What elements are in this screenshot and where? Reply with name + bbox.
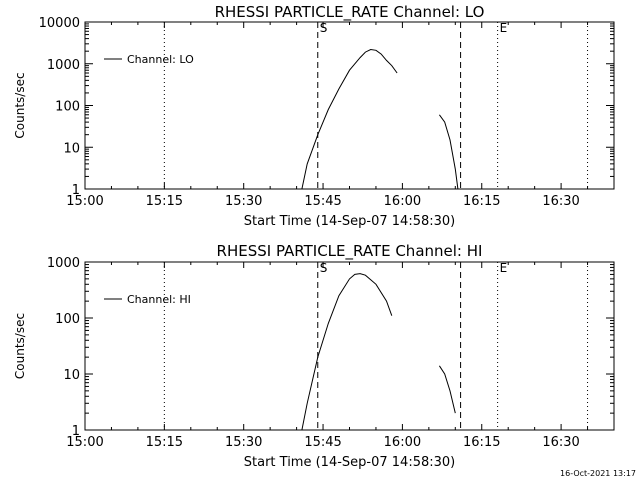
- y-tick-label: 10000: [39, 16, 80, 31]
- y-axis-label: Counts/sec: [13, 313, 27, 379]
- x-tick-label: 16:30: [542, 435, 579, 450]
- y-tick-label: 100: [55, 100, 80, 115]
- series-line-segment-1: [301, 48, 398, 190]
- legend-label: Channel: LO: [127, 53, 194, 66]
- x-tick-label: 16:15: [463, 435, 500, 450]
- y-tick-label: 1000: [47, 58, 80, 73]
- y-tick-label: 100: [55, 312, 80, 327]
- series-line-segment-2: [438, 365, 456, 414]
- series-line-segment-2: [438, 114, 459, 190]
- x-tick-label: 15:00: [66, 194, 103, 209]
- y-axis-label: Counts/sec: [13, 72, 27, 138]
- x-tick-label: 16:00: [384, 435, 421, 450]
- series-line-segment-1: [301, 273, 393, 431]
- y-tick-label: 10: [63, 368, 80, 383]
- marker-label: S: [320, 21, 328, 35]
- chart-title: RHESSI PARTICLE_RATE Channel: LO: [215, 3, 485, 22]
- x-tick-label: 16:30: [542, 194, 579, 209]
- x-axis-label: Start Time (14-Sep-07 14:58:30): [244, 455, 455, 470]
- y-tick-label: 10: [63, 141, 80, 156]
- marker-label: E: [500, 21, 508, 35]
- x-tick-label: 15:45: [304, 194, 341, 209]
- x-tick-label: 15:15: [146, 194, 183, 209]
- chart-panel-2: RHESSI PARTICLE_RATE Channel: HI Start Ti…: [13, 242, 615, 470]
- chart-panel-1: RHESSI PARTICLE_RATE Channel: LO Start Ti…: [13, 3, 615, 229]
- x-tick-label: 16:00: [384, 194, 421, 209]
- x-axis-label: Start Time (14-Sep-07 14:58:30): [244, 214, 455, 229]
- x-tick-label: 15:30: [225, 435, 262, 450]
- chart-title: RHESSI PARTICLE_RATE Channel: HI: [217, 242, 483, 261]
- x-tick-label: 15:00: [66, 435, 103, 450]
- x-tick-label: 15:45: [304, 435, 341, 450]
- footer-date: 16-Oct-2021 13:17: [560, 469, 636, 478]
- marker-label: S: [320, 261, 328, 275]
- x-tick-label: 16:15: [463, 194, 500, 209]
- y-tick-label: 1000: [47, 256, 80, 271]
- x-tick-label: 15:15: [146, 435, 183, 450]
- plot-frame: [84, 21, 615, 190]
- y-tick-label: 1: [72, 424, 80, 439]
- legend-label: Channel: HI: [127, 293, 191, 306]
- x-tick-label: 15:30: [225, 194, 262, 209]
- y-tick-label: 1: [72, 183, 80, 198]
- marker-label: E: [500, 261, 508, 275]
